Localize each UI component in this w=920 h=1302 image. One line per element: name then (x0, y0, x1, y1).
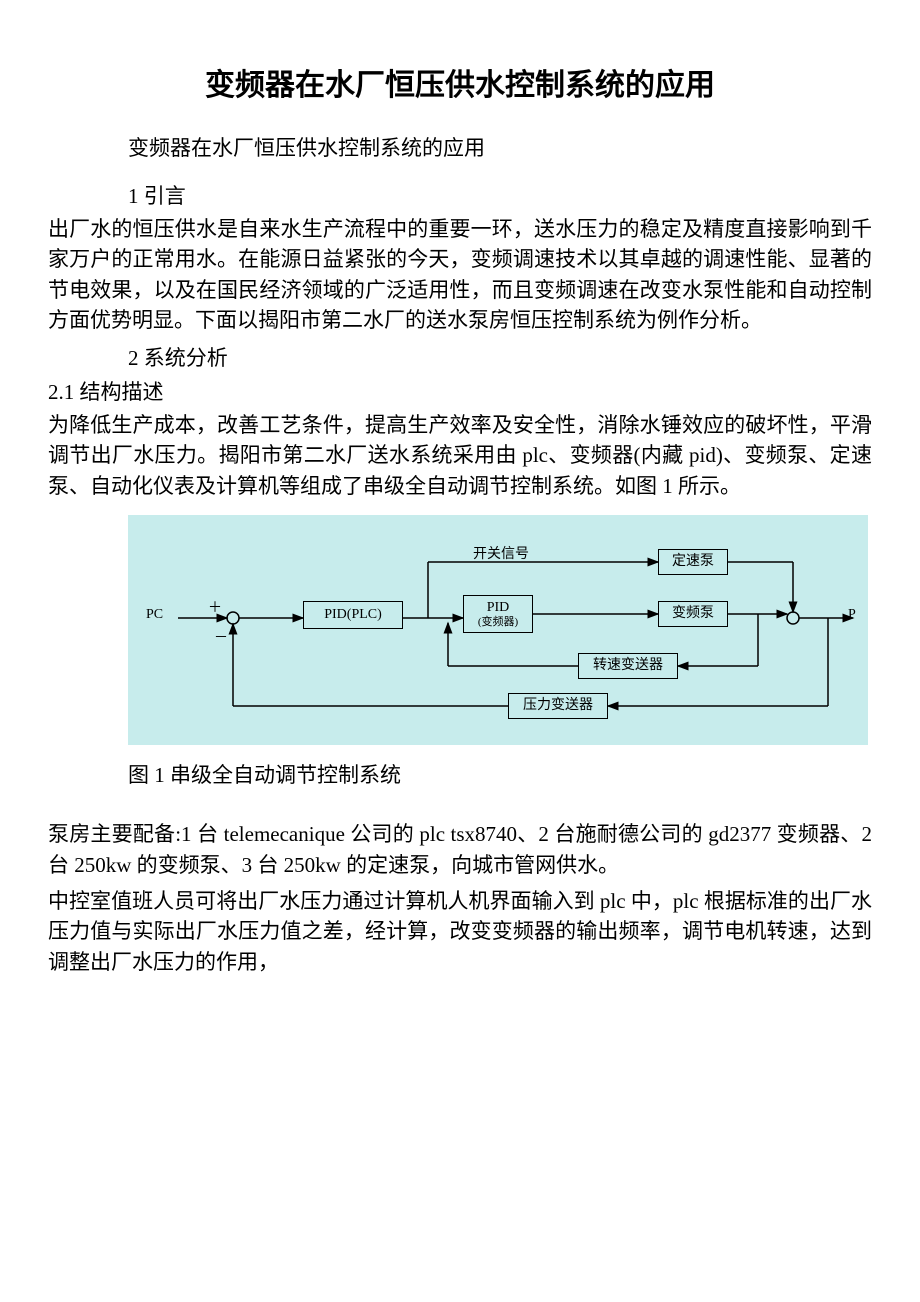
label-switch-signal: 开关信号 (473, 543, 529, 563)
figure-1-caption: 图 1 串级全自动调节控制系统 (128, 759, 872, 789)
label-p: P (848, 607, 856, 623)
page-title: 变频器在水厂恒压供水控制系统的应用 (48, 60, 872, 104)
box-fixed-pump-text: 定速泵 (672, 554, 714, 569)
paragraph-4: 中控室值班人员可将出厂水压力通过计算机人机界面输入到 plc 中，plc 根据标… (48, 886, 872, 977)
box-speed-transmitter: 转速变送器 (578, 653, 678, 679)
box-fixed-pump: 定速泵 (658, 549, 728, 575)
section-2-head: 2 系统分析 (128, 342, 872, 372)
label-minus: － (214, 627, 228, 647)
box-pressure-transmitter: 压力变送器 (508, 693, 608, 719)
section-1-head: 1 引言 (128, 180, 872, 210)
box-vfd-pump: 变频泵 (658, 601, 728, 627)
box-speed-tx-text: 转速变送器 (593, 658, 663, 673)
box-pid-vfd-bottom: (变频器) (478, 616, 518, 628)
figure-1-diagram: PC ＋ － 开关信号 P PID(PLC) PID (变频器) 定速泵 变频泵… (128, 515, 868, 745)
label-plus: ＋ (208, 597, 222, 617)
subtitle: 变频器在水厂恒压供水控制系统的应用 (128, 132, 872, 162)
box-pid-vfd-top: PID (487, 600, 510, 615)
label-pc: PC (146, 607, 163, 623)
paragraph-1: 出厂水的恒压供水是自来水生产流程中的重要一环，送水压力的稳定及精度直接影响到千家… (48, 214, 872, 336)
paragraph-3: 泵房主要配备:1 台 telemecanique 公司的 plc tsx8740… (48, 819, 872, 880)
box-vfd-pump-text: 变频泵 (672, 606, 714, 621)
box-pid-vfd: PID (变频器) (463, 595, 533, 633)
subsection-2-1-head: 2.1 结构描述 (48, 376, 872, 406)
box-pressure-tx-text: 压力变送器 (523, 698, 593, 713)
box-pid-plc-text: PID(PLC) (324, 607, 382, 622)
paragraph-2: 为降低生产成本，改善工艺条件，提高生产效率及安全性，消除水锤效应的破坏性，平滑调… (48, 410, 872, 501)
box-pid-plc: PID(PLC) (303, 601, 403, 629)
